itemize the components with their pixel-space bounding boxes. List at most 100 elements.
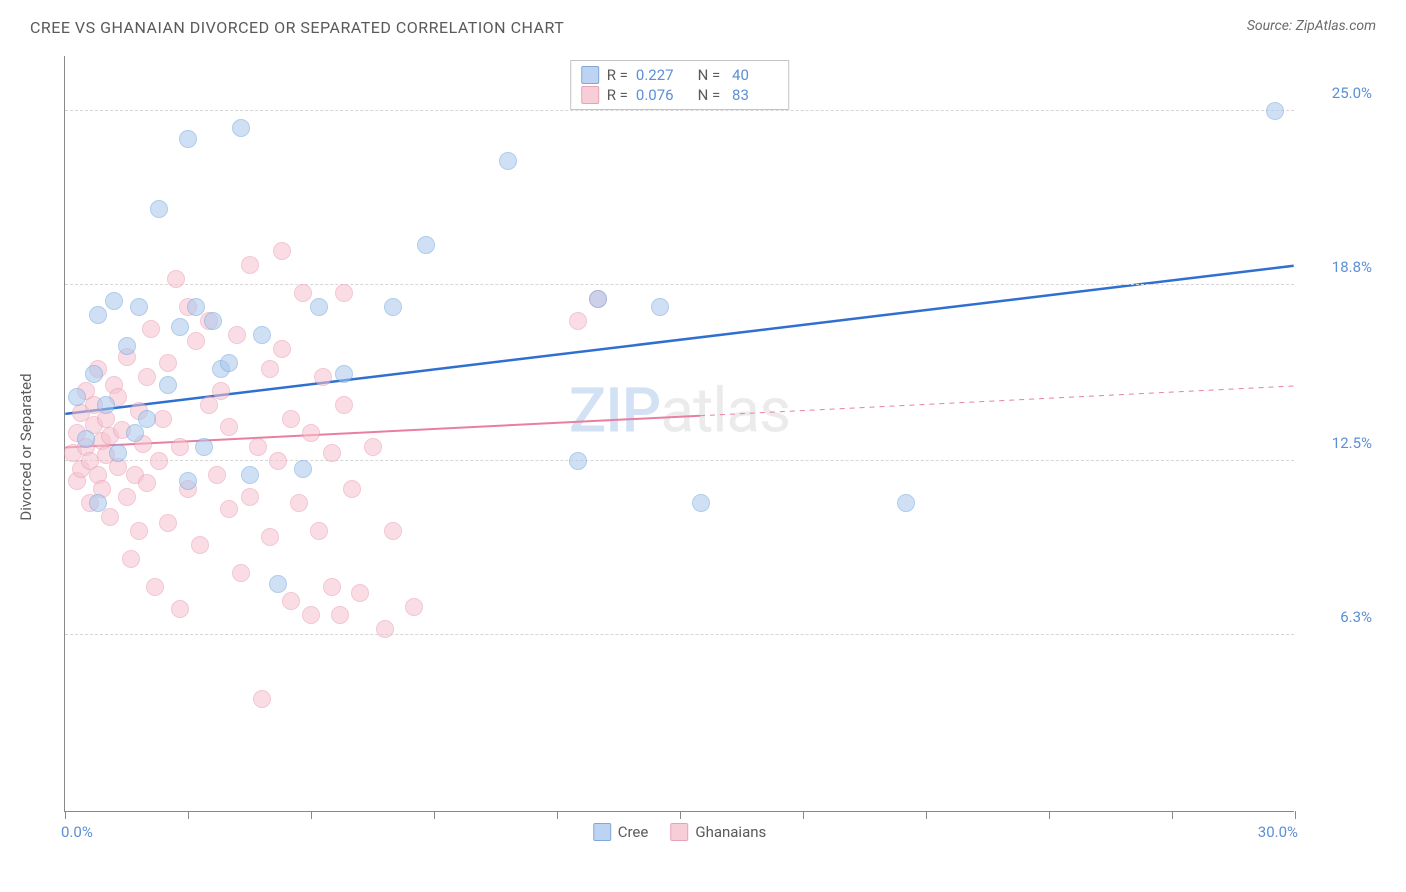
legend-swatch [581, 86, 599, 104]
legend-item: Ghanaians [670, 823, 766, 841]
legend-stat-row: R =0.227 N = 40 [581, 65, 779, 85]
data-point [130, 522, 148, 540]
data-point [241, 256, 259, 274]
trend-line-extrapolated [700, 386, 1294, 416]
data-point [384, 522, 402, 540]
x-tick [926, 811, 927, 819]
data-point [241, 488, 259, 506]
data-point [310, 522, 328, 540]
legend-swatch [670, 823, 688, 841]
x-tick [188, 811, 189, 819]
data-point [138, 474, 156, 492]
x-tick [803, 811, 804, 819]
data-point [159, 514, 177, 532]
data-point [323, 444, 341, 462]
legend-stats: R =0.227 N = 40R = 0.076 N = 83 [570, 60, 790, 110]
data-point [897, 494, 915, 512]
data-point [331, 606, 349, 624]
data-point [651, 298, 669, 316]
data-point [187, 332, 205, 350]
legend-n-value: 40 [728, 66, 778, 84]
legend-r-value: 0.076 [636, 86, 686, 104]
data-point [159, 376, 177, 394]
data-point [405, 598, 423, 616]
x-tick [65, 811, 66, 819]
data-point [290, 494, 308, 512]
watermark: ZIPatlas [569, 374, 790, 447]
data-point [122, 550, 140, 568]
legend-label: Cree [618, 823, 649, 841]
y-axis-label: Divorced or Separated [17, 373, 35, 520]
data-point [384, 298, 402, 316]
data-point [351, 584, 369, 602]
data-point [343, 480, 361, 498]
watermark-prefix: ZIP [569, 374, 661, 447]
gridline [65, 110, 1294, 111]
data-point [294, 460, 312, 478]
data-point [191, 536, 209, 554]
data-point [195, 438, 213, 456]
data-point [101, 508, 119, 526]
trend-lines-layer [65, 56, 1294, 811]
watermark-suffix: atlas [660, 374, 790, 447]
x-tick [311, 811, 312, 819]
data-point [261, 528, 279, 546]
data-point [138, 368, 156, 386]
data-point [154, 410, 172, 428]
data-point [302, 606, 320, 624]
data-point [179, 472, 197, 490]
data-point [282, 592, 300, 610]
data-point [97, 396, 115, 414]
gridline [65, 634, 1294, 635]
data-point [499, 152, 517, 170]
data-point [335, 365, 353, 383]
data-point [364, 438, 382, 456]
data-point [187, 298, 205, 316]
data-point [200, 396, 218, 414]
data-point [204, 312, 222, 330]
data-point [130, 298, 148, 316]
legend-label: Ghanaians [695, 823, 766, 841]
trend-line [65, 266, 1293, 414]
data-point [269, 575, 287, 593]
data-point [167, 270, 185, 288]
data-point [335, 396, 353, 414]
legend-r-label: R = [607, 86, 628, 104]
data-point [294, 284, 312, 302]
data-point [589, 290, 607, 308]
x-tick [680, 811, 681, 819]
data-point [118, 488, 136, 506]
data-point [569, 452, 587, 470]
legend-r-label: R = [607, 66, 628, 84]
data-point [220, 418, 238, 436]
x-axis-min: 0.0% [61, 823, 93, 841]
data-point [323, 578, 341, 596]
legend-n-value: 83 [728, 86, 778, 104]
data-point [417, 236, 435, 254]
data-point [105, 292, 123, 310]
x-tick [557, 811, 558, 819]
data-point [212, 382, 230, 400]
source-label: Source: ZipAtlas.com [1247, 18, 1376, 34]
data-point [142, 320, 160, 338]
y-tick-label: 6.3% [1302, 608, 1372, 626]
x-axis-max: 30.0% [1258, 823, 1298, 841]
data-point [253, 690, 271, 708]
legend-n-label: N = [694, 66, 720, 84]
data-point [241, 466, 259, 484]
data-point [302, 424, 320, 442]
data-point [269, 452, 287, 470]
data-point [232, 119, 250, 137]
data-point [118, 337, 136, 355]
data-point [335, 284, 353, 302]
data-point [85, 365, 103, 383]
data-point [171, 438, 189, 456]
plot-area: ZIPatlas R =0.227 N = 40R =0.076 N = 83 … [64, 56, 1294, 812]
legend-stat-row: R =0.076 N = 83 [581, 85, 779, 105]
data-point [310, 298, 328, 316]
legend-series: Cree Ghanaians [593, 823, 767, 841]
data-point [68, 388, 86, 406]
data-point [1266, 102, 1284, 120]
data-point [171, 600, 189, 618]
data-point [150, 452, 168, 470]
